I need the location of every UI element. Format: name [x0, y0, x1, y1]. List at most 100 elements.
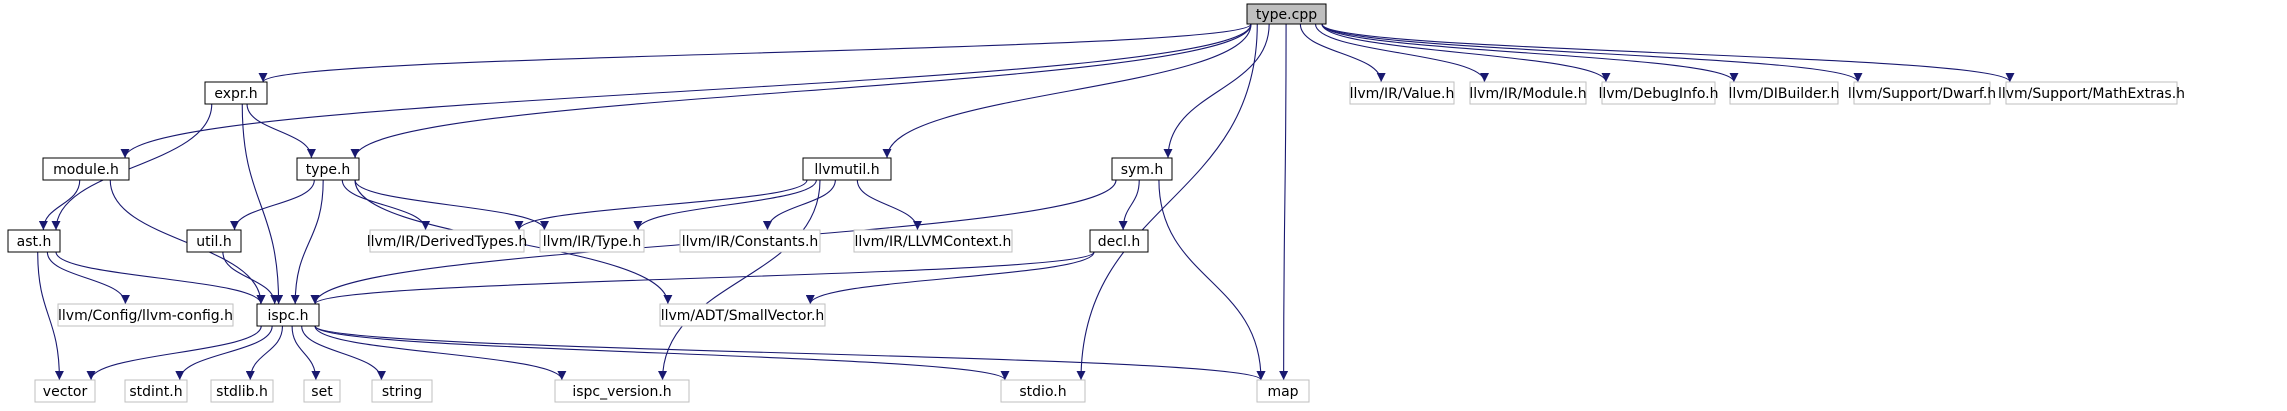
node-box-llvm-mathextras [2005, 81, 2178, 105]
node-sym-h[interactable]: sym.h [1111, 157, 1173, 181]
node-ispc-version-h: ispc_version.h [554, 379, 690, 403]
node-util-h[interactable]: util.h [186, 229, 242, 253]
node-label-stdint-h: stdint.h [129, 384, 182, 400]
node-label-llvmutil-h: llvmutil.h [814, 162, 879, 178]
node-box-llvm-dibuilder [1729, 81, 1839, 105]
edge-ispc-h-to-string [301, 325, 386, 381]
node-label-llvm-derivedtypes: llvm/IR/DerivedTypes.h [367, 234, 528, 250]
edge-ispc-h-to-map [314, 325, 1266, 381]
edge-util-h-to-ispc-h [222, 251, 280, 305]
edge-sym-h-to-decl-h [1118, 179, 1140, 231]
node-label-llvm-dibuilder: llvm/DIBuilder.h [1729, 86, 1840, 102]
node-box-llvm-llvmcontext [853, 229, 1013, 253]
node-llvm-dibuilder: llvm/DIBuilder.h [1729, 81, 1840, 105]
node-label-vector: vector [43, 384, 88, 400]
node-label-ispc-h: ispc.h [267, 308, 308, 324]
edge-type-cpp-to-llvm-value [1299, 23, 1386, 83]
node-label-util-h: util.h [196, 234, 231, 250]
node-box-stdint-h [124, 379, 188, 403]
edge-module-h-to-ast-h [38, 179, 81, 231]
node-box-llvm-type [539, 229, 645, 253]
node-ast-h[interactable]: ast.h [7, 229, 61, 253]
edge-ast-h-to-llvm-config [46, 251, 130, 305]
node-box-stdio-h [1000, 379, 1086, 403]
node-llvm-llvmcontext: llvm/IR/LLVMContext.h [853, 229, 1013, 253]
edge-ast-h-to-ispc-h [55, 251, 266, 305]
node-box-stdlib-h [210, 379, 274, 403]
node-box-llvm-dwarf [1853, 81, 1991, 105]
node-label-llvm-constants: llvm/IR/Constants.h [682, 234, 819, 250]
edge-type-cpp-to-sym-h [1163, 23, 1270, 159]
edge-type-h-to-llvm-derivedtypes [341, 179, 431, 231]
node-llvmutil-h[interactable]: llvmutil.h [802, 157, 892, 181]
node-llvm-smallvector: llvm/ADT/SmallVector.h [659, 303, 826, 327]
edge-type-h-to-llvm-type [354, 179, 549, 231]
edge-type-h-to-util-h [230, 179, 315, 231]
node-box-llvm-config [57, 303, 234, 327]
node-module-h[interactable]: module.h [42, 157, 130, 181]
node-set: set [303, 379, 341, 403]
node-stdio-h: stdio.h [1000, 379, 1086, 403]
node-box-vector [34, 379, 96, 403]
node-decl-h[interactable]: decl.h [1089, 229, 1149, 253]
node-label-llvm-mathextras: llvm/Support/MathExtras.h [1998, 86, 2185, 102]
node-box-llvmutil-h [802, 157, 892, 181]
node-ispc-h[interactable]: ispc.h [256, 303, 320, 327]
node-label-string: string [382, 384, 422, 400]
edge-type-cpp-to-map [1279, 23, 1289, 381]
node-map: map [1256, 379, 1310, 403]
node-llvm-module: llvm/IR/Module.h [1469, 81, 1587, 105]
edge-ispc-h-to-vector [86, 325, 262, 381]
edge-type-h-to-ispc-h [290, 179, 324, 305]
node-label-llvm-smallvector: llvm/ADT/SmallVector.h [661, 308, 825, 324]
node-box-util-h [186, 229, 242, 253]
node-label-ispc-version-h: ispc_version.h [572, 384, 671, 400]
node-label-type-cpp: type.cpp [1256, 7, 1317, 23]
edge-llvmutil-h-to-llvm-type [633, 179, 817, 231]
node-vector: vector [34, 379, 96, 403]
edges-layer [37, 23, 2015, 381]
node-type-cpp[interactable]: type.cpp [1246, 3, 1327, 25]
node-label-stdlib-h: stdlib.h [216, 384, 268, 400]
edge-ispc-h-to-set [291, 325, 321, 381]
node-box-sym-h [1111, 157, 1173, 181]
node-llvm-dwarf: llvm/Support/Dwarf.h [1848, 81, 1996, 105]
edge-decl-h-to-ispc-h [310, 251, 1095, 305]
node-box-type-cpp [1246, 3, 1327, 25]
node-label-llvm-module: llvm/IR/Module.h [1469, 86, 1586, 102]
node-label-llvm-value: llvm/IR/Value.h [1350, 86, 1455, 102]
edge-llvmutil-h-to-llvm-llvmcontext [856, 179, 922, 231]
node-label-ast-h: ast.h [17, 234, 52, 250]
node-box-set [303, 379, 341, 403]
edge-expr-h-to-type-h [246, 103, 316, 159]
node-box-ispc-h [256, 303, 320, 327]
node-box-module-h [42, 157, 130, 181]
node-box-llvm-debuginfo [1601, 81, 1716, 105]
node-box-ast-h [7, 229, 61, 253]
edge-ispc-h-to-stdint-h [175, 325, 273, 381]
edge-type-cpp-to-llvm-dwarf [1321, 23, 1863, 83]
node-box-map [1256, 379, 1310, 403]
node-label-set: set [311, 384, 333, 400]
node-label-sym-h: sym.h [1121, 162, 1164, 178]
edge-ast-h-to-vector [37, 251, 64, 381]
edge-type-cpp-to-llvmutil-h [882, 23, 1252, 159]
node-box-llvm-constants [679, 229, 821, 253]
edge-expr-h-to-ispc-h [241, 103, 284, 305]
edge-expr-h-to-ast-h [51, 103, 213, 231]
edge-llvmutil-h-to-llvm-constants [762, 179, 836, 231]
node-box-ispc-version-h [554, 379, 690, 403]
node-box-decl-h [1089, 229, 1149, 253]
node-llvm-value: llvm/IR/Value.h [1349, 81, 1455, 105]
edge-type-cpp-to-type-h [350, 23, 1252, 159]
node-type-h[interactable]: type.h [296, 157, 360, 181]
node-expr-h[interactable]: expr.h [204, 81, 268, 105]
node-box-llvm-smallvector [659, 303, 826, 327]
node-label-llvm-debuginfo: llvm/DebugInfo.h [1598, 86, 1718, 102]
node-label-module-h: module.h [53, 162, 119, 178]
edge-type-cpp-to-stdio-h [1076, 23, 1258, 381]
edge-decl-h-to-llvm-smallvector [805, 251, 1095, 305]
edge-type-cpp-to-expr-h [258, 23, 1252, 83]
node-label-decl-h: decl.h [1098, 234, 1140, 250]
